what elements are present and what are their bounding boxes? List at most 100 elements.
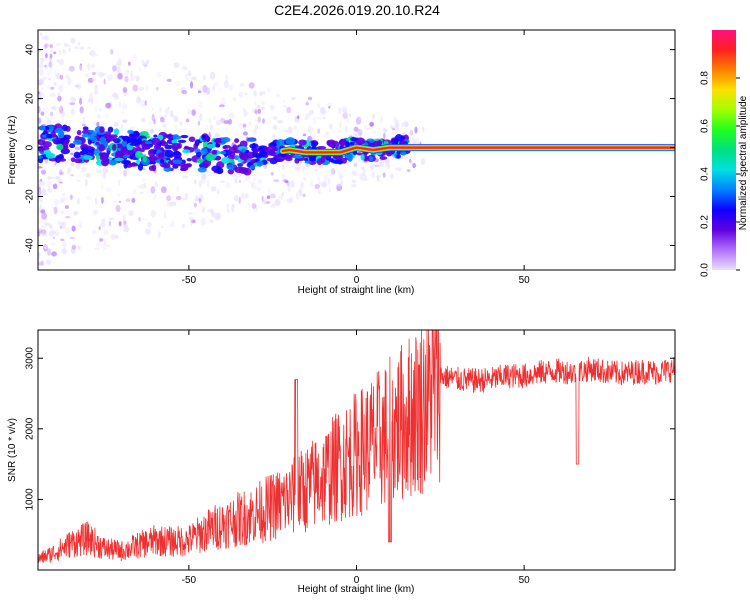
spectrum-speckle: [395, 167, 401, 171]
spectrum-speckle: [245, 192, 249, 199]
spectrum-speckle: [143, 182, 147, 189]
spectrum-speckle: [122, 87, 128, 93]
spectrum-speckle: [140, 99, 146, 108]
spectrum-speckle: [150, 209, 156, 218]
spectrum-speckle: [94, 210, 99, 214]
spectrum-speckle: [379, 159, 384, 168]
spectrum-speckle: [55, 175, 61, 180]
spectrum-speckle: [327, 177, 331, 186]
spectrum-speckle: [247, 203, 250, 209]
spectrum-speckle: [298, 188, 303, 197]
spectrum-speckle: [261, 101, 266, 105]
spectrum-speckle: [190, 219, 196, 224]
spectrum-speckle: [190, 76, 197, 81]
spectrum-speckle: [60, 238, 65, 241]
spectrum-speckle: [78, 220, 83, 228]
snr-panel: -50 0 50 1000 2000 3000 Height of straight li…: [7, 329, 676, 595]
spectrum-speckle: [92, 209, 98, 216]
spectrum-speckle: [412, 162, 416, 169]
spectrum-speckle: [56, 59, 60, 63]
spectrum-speckle: [68, 150, 74, 153]
spectrum-blob: [45, 126, 50, 130]
spectrum-speckle: [96, 241, 101, 247]
spectrum-speckle: [253, 205, 259, 212]
spectrum-blob: [55, 127, 63, 133]
x-tick-label: -50: [182, 275, 197, 286]
spectrum-speckle: [139, 191, 144, 195]
spectrum-speckle: [193, 202, 197, 208]
spectrum-speckle: [205, 87, 211, 95]
snr-axes: -50 0 50 1000 2000 3000: [25, 330, 675, 586]
spectrum-speckle: [138, 217, 141, 222]
spectrum-speckle: [220, 98, 227, 101]
spectrum-speckle: [44, 222, 51, 226]
spectrum-speckle: [182, 197, 186, 202]
spectrum-speckle: [66, 77, 72, 86]
spectrum-speckle: [153, 194, 157, 199]
spectrum-speckle: [393, 116, 397, 125]
spectrum-speckle: [171, 224, 175, 227]
spectrum-speckle: [218, 134, 221, 138]
spectrum-speckle: [362, 167, 366, 175]
spectrum-speckle: [88, 52, 92, 56]
spectrum-speckle: [266, 195, 271, 199]
spectrum-speckle: [197, 90, 202, 94]
spectrum-speckle: [420, 157, 426, 166]
spectrum-speckle: [38, 109, 41, 112]
spectrum-speckle: [242, 123, 247, 128]
spectrum-speckle: [127, 61, 131, 66]
spectrum-blob: [379, 156, 388, 160]
spectrum-blob: [162, 163, 171, 169]
spectrum-speckle: [251, 203, 257, 209]
spectrum-speckle: [224, 74, 229, 83]
spectrum-speckle: [166, 78, 172, 82]
spectrum-speckle: [114, 94, 119, 100]
spectrum-speckle: [316, 176, 321, 181]
spectrum-speckle: [211, 211, 216, 218]
spectrum-speckle: [79, 224, 82, 228]
spectrum-speckle: [42, 106, 49, 114]
spectrum-speckle: [191, 109, 196, 116]
spectrum-speckle: [270, 203, 276, 208]
spectrum-speckle: [175, 184, 180, 193]
spectrum-speckle: [182, 176, 189, 179]
spectrum-speckle: [328, 123, 334, 129]
spectrum-speckle: [46, 84, 50, 90]
spectrum-speckle: [317, 128, 321, 134]
spectrum-blob: [52, 138, 58, 143]
spectrum-speckle: [120, 123, 124, 132]
spectrum-blob: [197, 167, 207, 173]
spectrum-speckle: [205, 124, 209, 128]
spectrum-speckle: [69, 236, 75, 240]
spectrum-blob: [292, 155, 303, 159]
spectrum-speckle: [58, 169, 63, 176]
spectrum-blob: [167, 160, 174, 165]
spectrum-speckle: [382, 128, 388, 132]
spectrum-speckle: [407, 131, 414, 139]
spectrum-speckle: [122, 119, 128, 123]
snr-plot-area: [38, 330, 675, 564]
spectrum-blob: [38, 155, 43, 160]
spectrum-speckle: [287, 184, 291, 193]
spectrum-speckle: [115, 61, 122, 66]
spectrum-speckle: [254, 172, 258, 175]
spectrum-speckle: [309, 132, 313, 141]
spectrum-speckle: [150, 186, 156, 194]
spectrum-speckle: [75, 162, 81, 170]
spectrum-blob: [355, 137, 366, 145]
spectrum-speckle: [47, 188, 53, 193]
spectrum-speckle: [318, 180, 321, 188]
spectrum-speckle: [167, 106, 170, 110]
spectrum-blob: [98, 144, 105, 152]
spectrum-speckle: [59, 171, 64, 175]
spectrum-speckle: [326, 131, 329, 136]
spectrum-speckle: [97, 114, 101, 119]
spectrum-speckle: [351, 170, 358, 176]
spectrum-blob: [237, 163, 244, 167]
spectrogram-xlabel: Height of straight line (km): [298, 285, 415, 296]
spectrum-speckle: [70, 194, 73, 200]
spectrum-speckle: [123, 170, 127, 177]
spectrum-blob: [266, 145, 276, 154]
spectrum-speckle: [38, 261, 42, 266]
spectrum-blob: [113, 128, 120, 136]
